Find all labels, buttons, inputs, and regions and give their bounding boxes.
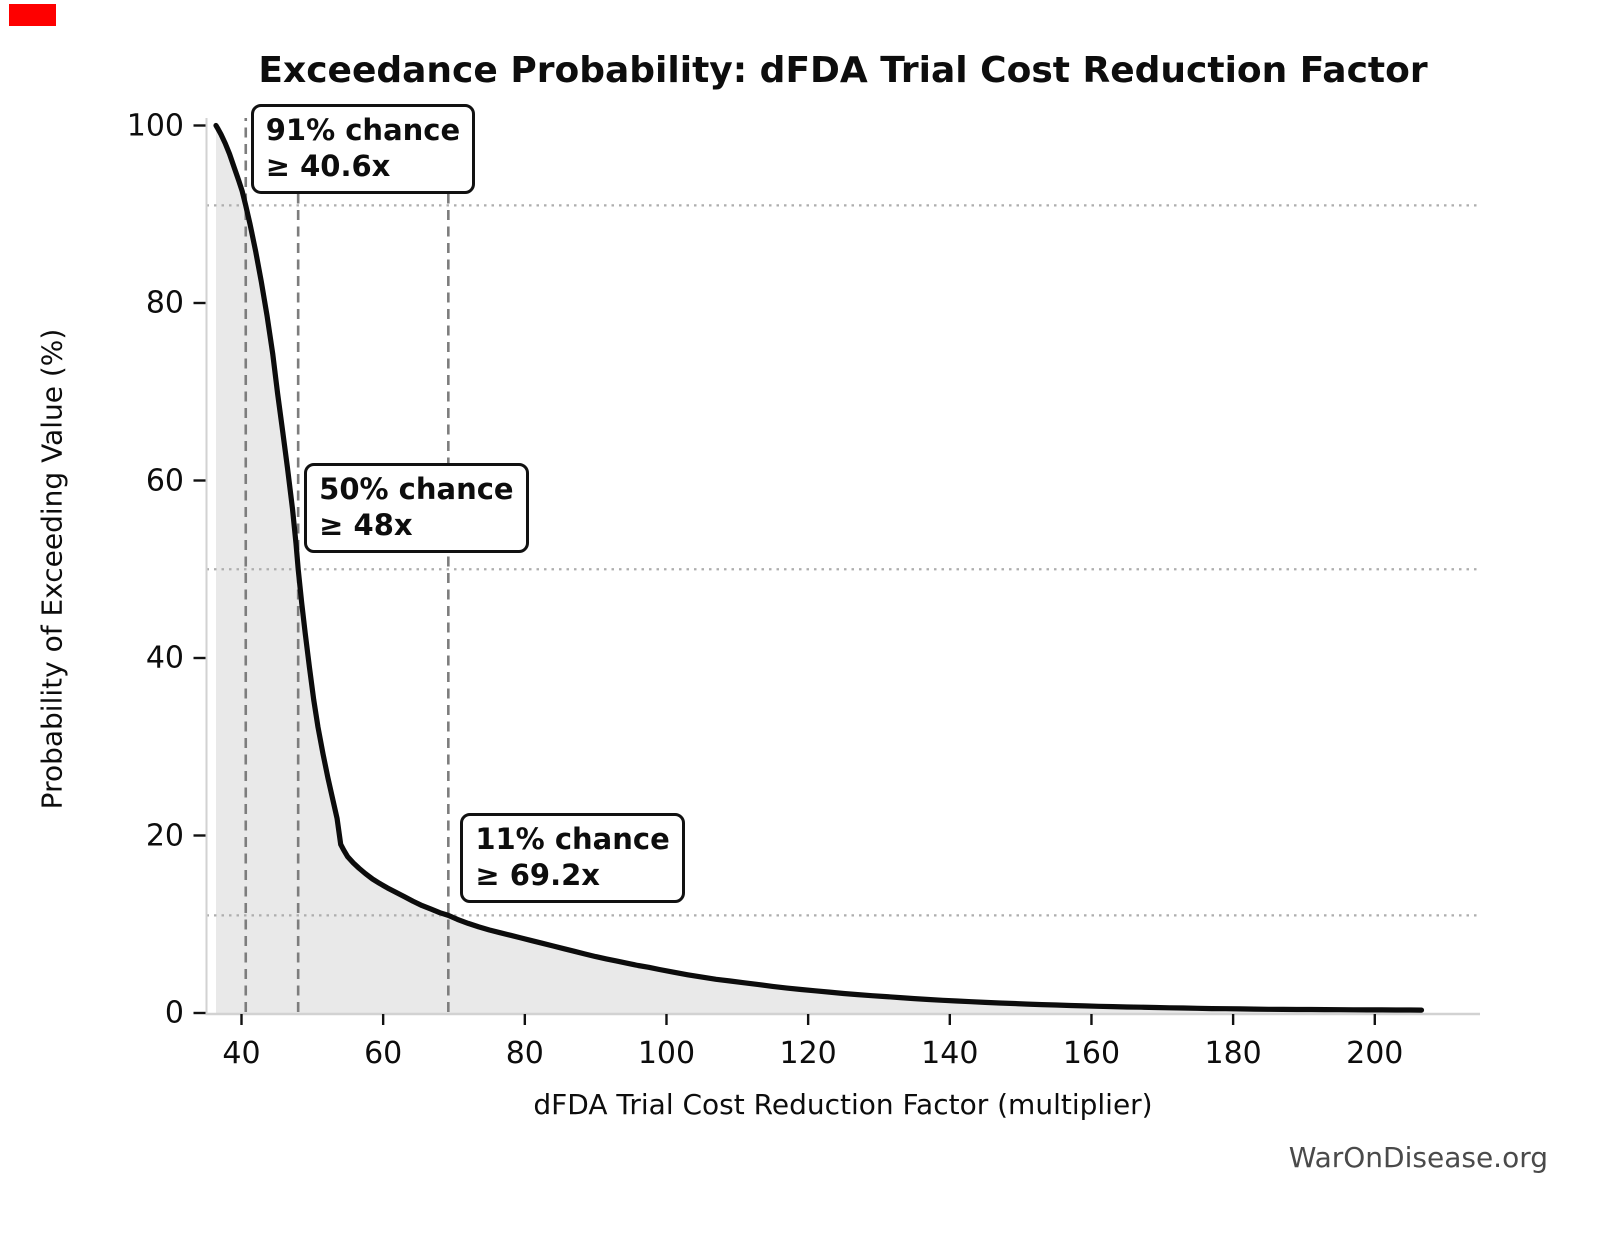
x-tick-label: 40 bbox=[222, 1036, 261, 1071]
annotation-91pct-line1: 91% chance bbox=[265, 113, 461, 148]
x-tick-label: 200 bbox=[1346, 1036, 1404, 1071]
annotation-50pct: 50% chance ≥ 48x bbox=[304, 463, 529, 554]
annotation-11pct-line2: ≥ 69.2x bbox=[475, 858, 600, 893]
exceedance-curve bbox=[213, 122, 1425, 1013]
y-tick-label: 40 bbox=[145, 640, 184, 676]
y-tick-label: 60 bbox=[145, 463, 184, 498]
x-tick-label: 80 bbox=[505, 1036, 544, 1071]
y-tick-label: 80 bbox=[145, 285, 184, 321]
annotation-50pct-line2: ≥ 48x bbox=[319, 508, 413, 543]
dotted-gridlines bbox=[206, 204, 1480, 917]
x-tick-label: 100 bbox=[637, 1036, 696, 1071]
annotation-11pct: 11% chance ≥ 69.2x bbox=[460, 813, 685, 904]
annotation-50pct-line1: 50% chance bbox=[319, 472, 514, 507]
x-tick-label: 140 bbox=[921, 1036, 979, 1071]
y-axis-ticks bbox=[193, 124, 206, 1015]
curve-fill-area bbox=[216, 125, 1422, 1013]
annotation-91pct: 91% chance ≥ 40.6x bbox=[250, 104, 476, 195]
x-axis-label: dFDA Trial Cost Reduction Factor (multip… bbox=[533, 1088, 1153, 1121]
chart-title: Exceedance Probability: dFDA Trial Cost … bbox=[258, 50, 1428, 91]
x-tick-label: 180 bbox=[1204, 1036, 1262, 1071]
y-tick-label: 20 bbox=[145, 818, 184, 853]
watermark: WarOnDisease.org bbox=[1288, 1141, 1548, 1174]
annotation-11pct-line1: 11% chance bbox=[475, 822, 670, 857]
x-tick-label: 160 bbox=[1062, 1036, 1121, 1071]
annotation-91pct-line2: ≥ 40.6x bbox=[265, 149, 391, 184]
x-tick-label: 60 bbox=[364, 1036, 403, 1071]
x-tick-label: 120 bbox=[779, 1036, 837, 1071]
y-axis-label: Probability of Exceeding Value (%) bbox=[35, 328, 69, 810]
recording-marker bbox=[9, 4, 56, 26]
x-axis-ticks bbox=[240, 1014, 1376, 1025]
y-tick-label: 0 bbox=[164, 995, 184, 1031]
y-tick-label: 100 bbox=[126, 108, 184, 143]
